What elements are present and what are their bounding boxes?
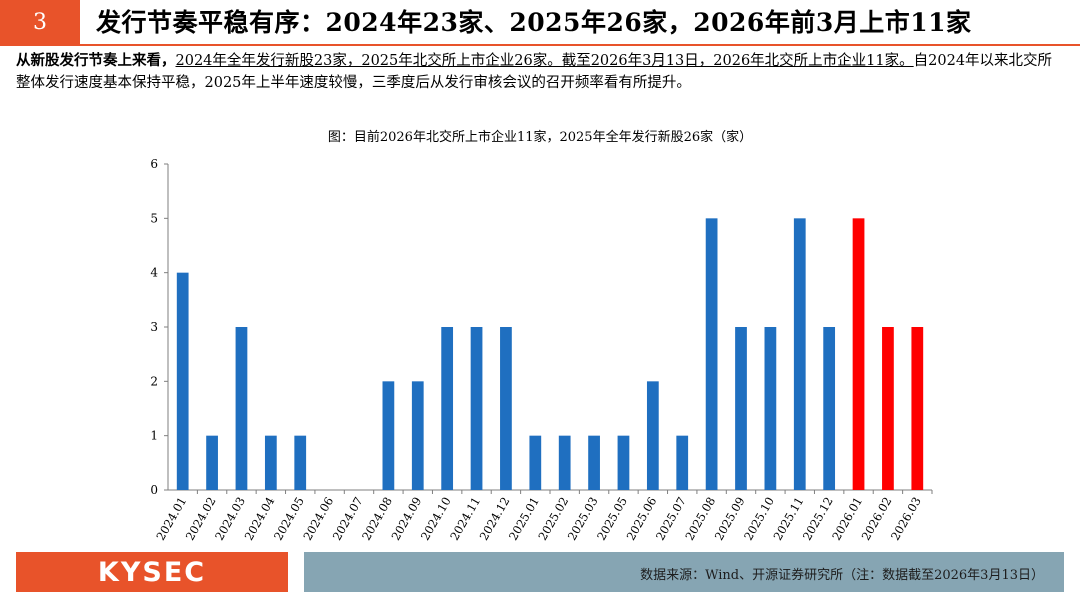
bar-2025.12 [823, 327, 836, 490]
summary-highlight: 2024年全年发行新股23家，2025年北交所上市企业26家。截至2026年3月… [175, 53, 914, 69]
footer-bar: 数据来源：Wind、开源证券研究所（注：数据截至2026年3月13日） [304, 552, 1064, 592]
data-source-note: 数据来源：Wind、开源证券研究所（注：数据截至2026年3月13日） [640, 568, 1044, 583]
bar-2026.03 [911, 327, 924, 490]
bar-2025.03 [588, 435, 600, 490]
bar-2024.03 [235, 327, 248, 490]
bar-2025.05 [617, 435, 630, 490]
y-tick-label: 6 [150, 157, 158, 171]
bar-2024.01 [176, 272, 189, 490]
bar-2025.10 [764, 327, 777, 490]
summary-paragraph: 从新股发行节奏上来看，2024年全年发行新股23家，2025年北交所上市企业26… [16, 50, 1066, 94]
y-tick-label: 1 [150, 429, 158, 443]
section-number: 3 [0, 0, 80, 44]
bar-2024.04 [264, 435, 277, 490]
page-title: 发行节奏平稳有序：2024年23家、2025年26家，2026年前3月上市11家 [96, 8, 972, 37]
y-tick-label: 4 [150, 266, 158, 280]
bar-2024.05 [294, 435, 307, 490]
bar-2024.10 [441, 327, 454, 490]
bar-2025.02 [558, 435, 571, 490]
bar-2026.01 [852, 218, 865, 490]
summary-rest: 自2024年以来北交所整体发行速度基本保持平稳，2025年上半年速度较慢，三季度… [16, 53, 1053, 91]
bar-2025.06 [646, 381, 659, 490]
bar-2024.02 [206, 435, 218, 490]
bar-chart: 01234562024.012024.022024.032024.042024.… [150, 157, 933, 543]
y-tick-label: 0 [150, 483, 158, 497]
bar-2025.01 [529, 435, 542, 490]
bar-2024.08 [382, 381, 395, 490]
bar-2026.02 [882, 327, 894, 490]
bar-2025.11 [793, 218, 806, 490]
bar-2025.09 [735, 327, 747, 490]
bar-2025.07 [676, 435, 689, 490]
kysec-logo: KYSEC [16, 552, 288, 592]
bar-2024.12 [500, 327, 512, 490]
chart-title: 图：目前2026年北交所上市企业11家，2025年全年发行新股26家（家） [327, 130, 753, 145]
bar-2024.11 [470, 327, 483, 490]
bar-2025.08 [705, 218, 718, 490]
y-tick-label: 2 [150, 374, 158, 388]
y-tick-label: 5 [150, 211, 158, 225]
y-tick-label: 3 [150, 320, 158, 334]
bar-2024.09 [411, 381, 424, 490]
header-divider [0, 44, 1080, 46]
summary-lead: 从新股发行节奏上来看， [16, 52, 176, 69]
